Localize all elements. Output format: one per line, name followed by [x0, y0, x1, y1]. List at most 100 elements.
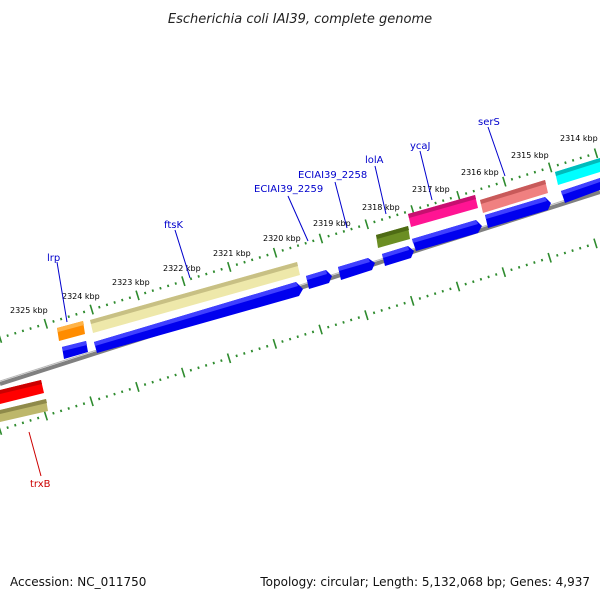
gene-label-leaders	[28, 126, 506, 477]
minor-tick	[258, 347, 261, 351]
gene-trxB-bar[interactable]	[0, 380, 44, 404]
minor-tick	[578, 246, 582, 250]
minor-tick	[403, 211, 407, 214]
minor-tick	[571, 158, 575, 162]
minor-tick	[113, 392, 116, 396]
minor-tick	[586, 244, 590, 248]
gene-label-ECIAI39_2258[interactable]: ECIAI39_2258	[298, 170, 367, 181]
cds-arrow[interactable]	[306, 270, 332, 289]
minor-tick	[120, 390, 124, 394]
minor-tick	[98, 305, 101, 309]
cds-arrow[interactable]	[62, 341, 88, 359]
minor-tick	[510, 177, 514, 181]
minor-tick	[388, 306, 391, 310]
minor-tick	[327, 325, 330, 329]
minor-tick	[75, 404, 78, 408]
cds-arrow[interactable]	[382, 246, 414, 266]
gene-serS-bar[interactable]	[480, 180, 548, 213]
minor-tick	[235, 263, 239, 266]
minor-tick	[151, 380, 154, 384]
gene-label-trxB[interactable]: trxB	[30, 479, 51, 490]
feature-row-lower	[0, 380, 48, 422]
gene-ftsK-bar[interactable]	[90, 262, 300, 333]
minor-tick	[82, 310, 86, 314]
minor-tick	[258, 256, 262, 259]
minor-tick	[564, 161, 567, 165]
minor-tick	[29, 327, 32, 330]
major-tick	[593, 148, 599, 159]
minor-tick	[21, 329, 25, 333]
major-tick	[272, 338, 278, 349]
major-tick	[318, 324, 323, 335]
minor-tick	[220, 359, 223, 363]
minor-tick	[419, 206, 422, 210]
gene-labels: lrp ftsK ECIAI39_2259 ECIAI39_2258 lolA …	[30, 117, 500, 490]
gene-label-lrp[interactable]: lrp	[47, 253, 60, 264]
minor-tick	[159, 286, 162, 290]
minor-tick	[395, 304, 399, 308]
minor-tick	[52, 411, 55, 415]
cds-arrow[interactable]	[561, 178, 600, 203]
minor-tick	[82, 402, 86, 406]
minor-tick	[36, 416, 40, 420]
minor-tick	[113, 301, 116, 304]
minor-tick	[243, 260, 246, 264]
minor-tick	[250, 349, 254, 353]
gene-cyan-bar[interactable]	[555, 158, 600, 185]
gene-label-ycaJ[interactable]: ycaJ	[410, 141, 431, 152]
minor-tick	[556, 253, 559, 257]
major-tick	[364, 310, 369, 321]
kbp-label: 2317 kbp	[412, 185, 450, 194]
minor-tick	[36, 324, 40, 328]
gene-ycaJ-bar[interactable]	[408, 195, 478, 227]
major-tick	[501, 267, 507, 278]
gene-lolA-bar[interactable]	[376, 226, 410, 248]
minor-tick	[480, 187, 483, 191]
minor-tick	[526, 173, 529, 176]
minor-tick	[533, 170, 537, 174]
minor-tick	[250, 258, 254, 262]
minor-tick	[121, 298, 124, 302]
gene-label-serS[interactable]: serS	[478, 117, 500, 128]
kbp-label: 2324 kbp	[62, 292, 100, 301]
minor-tick	[296, 335, 299, 339]
cds-arrow[interactable]	[94, 282, 303, 353]
minor-tick	[166, 375, 170, 379]
major-tick	[135, 290, 140, 301]
gene-label-lolA[interactable]: lolA	[365, 155, 384, 166]
minor-tick	[472, 189, 475, 193]
minor-tick	[449, 196, 453, 200]
minor-tick	[525, 263, 528, 267]
scale-ticks-lower	[0, 238, 598, 436]
minor-tick	[441, 289, 444, 293]
cds-arrow[interactable]	[338, 258, 375, 280]
minor-tick	[372, 311, 376, 315]
minor-tick	[357, 316, 361, 319]
gene-lrp-bar[interactable]	[57, 321, 85, 341]
gene-olive-bar[interactable]	[0, 399, 48, 422]
minor-tick	[441, 199, 445, 203]
kbp-label: 2321 kbp	[213, 249, 251, 258]
cds-arrow[interactable]	[412, 220, 482, 251]
minor-tick	[472, 280, 475, 284]
minor-tick	[67, 315, 70, 319]
gene-label-ECIAI39_2259[interactable]: ECIAI39_2259	[254, 184, 323, 195]
genome-summary-text: Topology: circular; Length: 5,132,068 bp…	[259, 575, 590, 589]
major-tick	[593, 238, 598, 249]
minor-tick	[334, 323, 338, 327]
minor-tick	[204, 364, 208, 367]
minor-tick	[174, 282, 177, 285]
minor-tick	[243, 352, 246, 355]
minor-tick	[418, 297, 422, 300]
gene-label-ftsK[interactable]: ftsK	[164, 220, 183, 231]
major-tick	[89, 304, 94, 315]
minor-tick	[518, 175, 521, 179]
major-tick	[43, 410, 49, 421]
minor-tick	[281, 248, 284, 252]
cds-arrow[interactable]	[485, 197, 551, 228]
minor-tick	[143, 383, 147, 386]
minor-tick	[289, 246, 292, 250]
kbp-label: 2322 kbp	[163, 264, 201, 273]
minor-tick	[433, 292, 437, 296]
minor-tick	[357, 225, 361, 229]
